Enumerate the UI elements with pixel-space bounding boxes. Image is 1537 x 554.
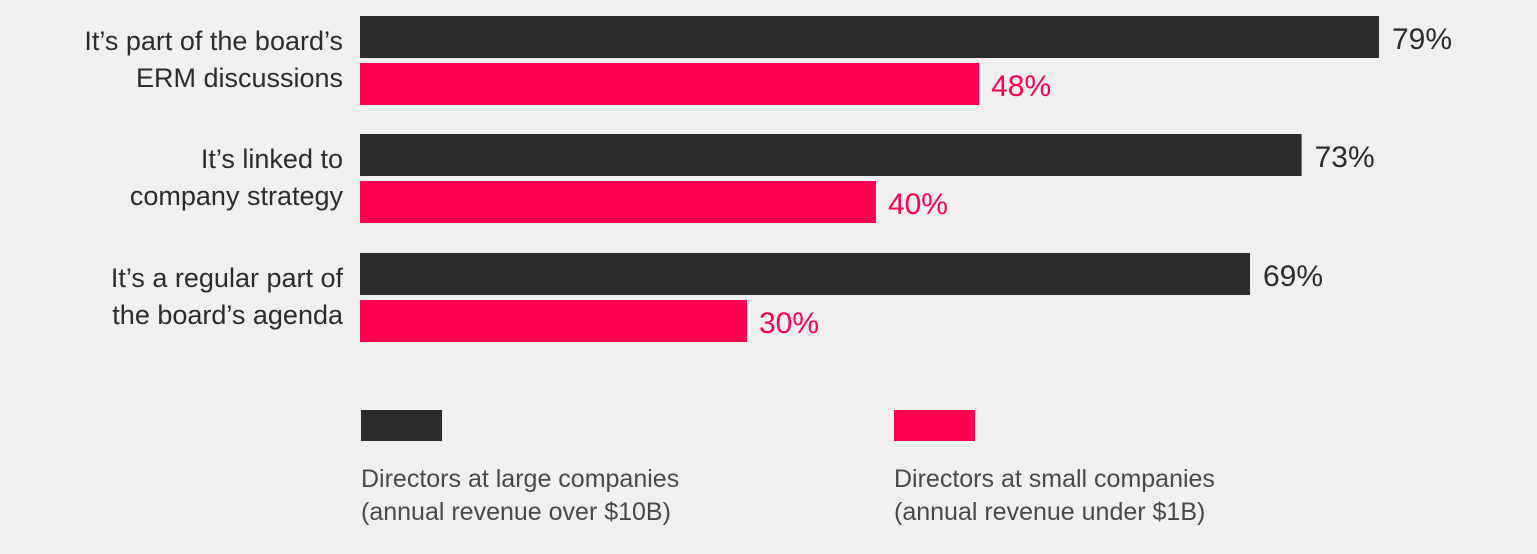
value-label-large-2: 73% [1315,141,1375,174]
value-label-small-1: 48% [991,70,1051,103]
category-label-2-line-2: company strategy [130,181,344,211]
legend-label-small-line-1: Directors at small companies [894,465,1215,493]
legend-item-large-companies: Directors at large companies (annual rev… [361,410,679,529]
legend-swatch-small-companies [894,410,975,441]
bar-large-1 [360,16,1379,58]
bar-small-3 [360,300,747,342]
category-label-1-line-2: ERM discussions [136,63,343,93]
legend-swatch-large-companies [361,410,442,441]
category-label-1-line-1: It’s part of the board’s [84,26,343,56]
category-label-3-line-1: It’s a regular part of [111,263,344,293]
bar-small-1 [360,63,980,105]
legend-label-large-line-2: (annual revenue over $10B) [361,498,671,526]
bar-small-2 [360,181,876,223]
category-label-2-line-1: It’s linked to [201,144,343,174]
legend-item-small-companies: Directors at small companies (annual rev… [894,410,1215,529]
legend-label-large-line-1: Directors at large companies [361,465,680,493]
value-label-small-3: 30% [759,307,819,340]
bar-large-2 [360,134,1302,176]
category-label-3-line-2: the board’s agenda [112,300,344,330]
value-label-large-3: 69% [1263,260,1323,293]
bar-large-3 [360,253,1251,295]
value-label-small-2: 40% [888,188,948,221]
value-label-large-1: 79% [1392,23,1452,56]
legend-label-small-line-2: (annual revenue under $1B) [894,498,1206,526]
